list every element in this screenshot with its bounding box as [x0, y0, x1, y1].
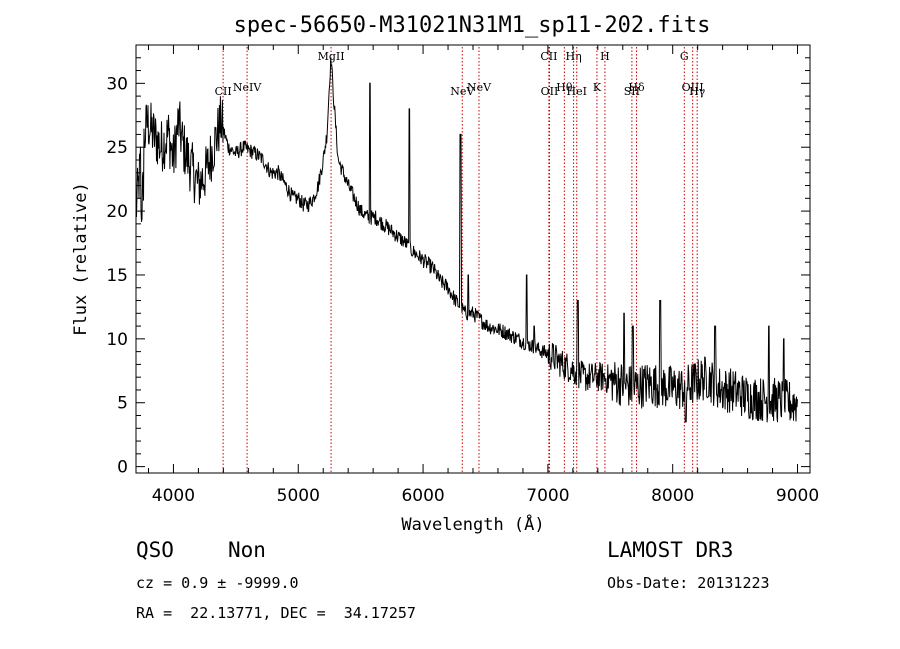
spectral-line-label: Hγ — [689, 85, 706, 98]
y-tick-label: 30 — [106, 74, 128, 94]
y-tick-label: 0 — [117, 458, 128, 478]
redshift-cz: cz = 0.9 ± -9999.0 — [136, 574, 299, 592]
object-class: QSO — [136, 538, 174, 562]
coordinates: RA = 22.13771, DEC = 34.17257 — [136, 604, 416, 622]
spectral-line-label: Hδ — [628, 81, 645, 94]
y-tick-label: 25 — [106, 138, 128, 158]
object-subclass: Non — [228, 538, 266, 562]
spectral-line-label: NeV — [450, 85, 475, 98]
chart-title: spec-56650-M31021N31M1_sp11-202.fits — [234, 13, 711, 38]
y-tick-label: 20 — [106, 202, 128, 222]
survey-name: LAMOST DR3 — [607, 538, 734, 562]
spectral-line-label: NeV — [467, 81, 492, 94]
spectral-line-label: SII — [624, 85, 640, 98]
y-tick-label: 15 — [106, 266, 128, 286]
x-tick-label: 6000 — [401, 486, 444, 506]
spectral-line-label: NeIV — [233, 81, 262, 94]
x-tick-label: 7000 — [526, 486, 569, 506]
spectral-line-label: CII — [540, 50, 557, 63]
x-tick-label: 5000 — [277, 486, 320, 506]
spectral-line-label: H — [600, 50, 610, 63]
spectral-line-label: HeI — [566, 85, 586, 98]
x-tick-label: 4000 — [152, 486, 195, 506]
x-axis-label: Wavelength (Å) — [401, 513, 544, 535]
spectrum-chart: spec-56650-M31021N31M1_sp11-202.fits CII… — [71, 13, 819, 535]
spectral-line-label: OII — [541, 85, 559, 98]
spectrum-line — [135, 57, 798, 423]
axis-ticks: 4000 5000 6000 7000 8000 9000 0 5 10 15 20 25 30 — [106, 45, 819, 506]
x-tick-label: 8000 — [651, 486, 694, 506]
y-axis-label: Flux (relative) — [71, 182, 91, 336]
spectral-line-label: Hθ — [556, 81, 573, 94]
spectral-line-label: K — [593, 81, 602, 94]
spectral-line-label: Hη — [566, 50, 582, 63]
spectrum-trace — [135, 57, 798, 423]
plot-frame — [135, 44, 811, 474]
spectral-line-label: CII — [215, 85, 232, 98]
spectral-line-label: G — [680, 50, 689, 63]
y-tick-label: 5 — [117, 394, 128, 414]
y-tick-label: 10 — [106, 330, 128, 350]
spectral-line-label: OIII — [682, 81, 704, 94]
x-tick-label: 9000 — [776, 486, 819, 506]
observation-date: Obs-Date: 20131223 — [607, 574, 770, 592]
spectral-line-label: MgII — [318, 50, 345, 63]
